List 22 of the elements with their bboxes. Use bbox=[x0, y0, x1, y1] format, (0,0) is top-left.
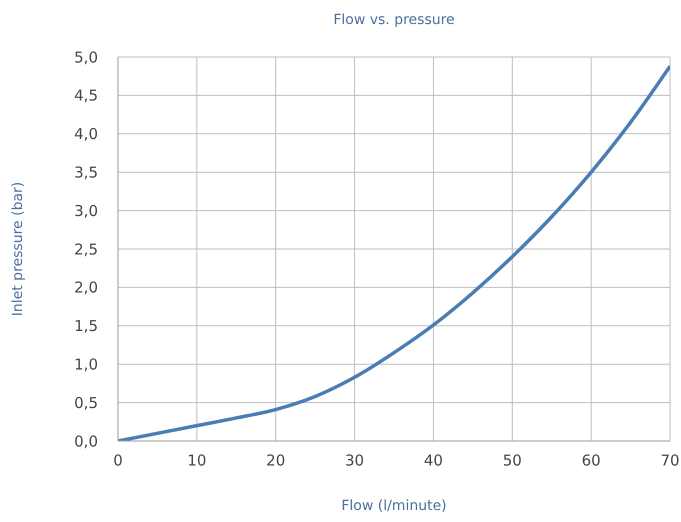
y-tick-label: 3,5 bbox=[74, 164, 98, 182]
x-tick-label: 30 bbox=[345, 452, 364, 470]
y-tick-label: 4,0 bbox=[74, 125, 98, 144]
y-tick-label: 2,0 bbox=[74, 278, 98, 297]
y-tick-label: 5,0 bbox=[74, 48, 98, 66]
y-axis-title: Inlet pressure (bar) bbox=[10, 182, 26, 316]
x-axis-title: Flow (l/minute) bbox=[340, 498, 448, 514]
x-tick-label: 10 bbox=[187, 452, 206, 470]
x-tick-label: 70 bbox=[660, 452, 680, 470]
x-tick-label: 60 bbox=[582, 452, 601, 470]
x-tick-label: 0 bbox=[113, 452, 123, 470]
y-tick-label: 4,5 bbox=[74, 86, 98, 105]
x-tick-label: 50 bbox=[502, 452, 522, 470]
x-tick-label: 40 bbox=[424, 452, 443, 470]
y-tick-label: 0,5 bbox=[74, 394, 98, 412]
chart-title: Flow vs. pressure bbox=[332, 12, 456, 28]
y-tick-label: 3,0 bbox=[74, 202, 98, 220]
y-tick-label: 2,5 bbox=[74, 240, 98, 258]
y-tick-label: 1,0 bbox=[74, 356, 98, 374]
y-tick-label: 1,5 bbox=[74, 317, 98, 336]
x-tick-label: 20 bbox=[266, 452, 286, 470]
y-tick-label: 0,0 bbox=[74, 432, 98, 450]
